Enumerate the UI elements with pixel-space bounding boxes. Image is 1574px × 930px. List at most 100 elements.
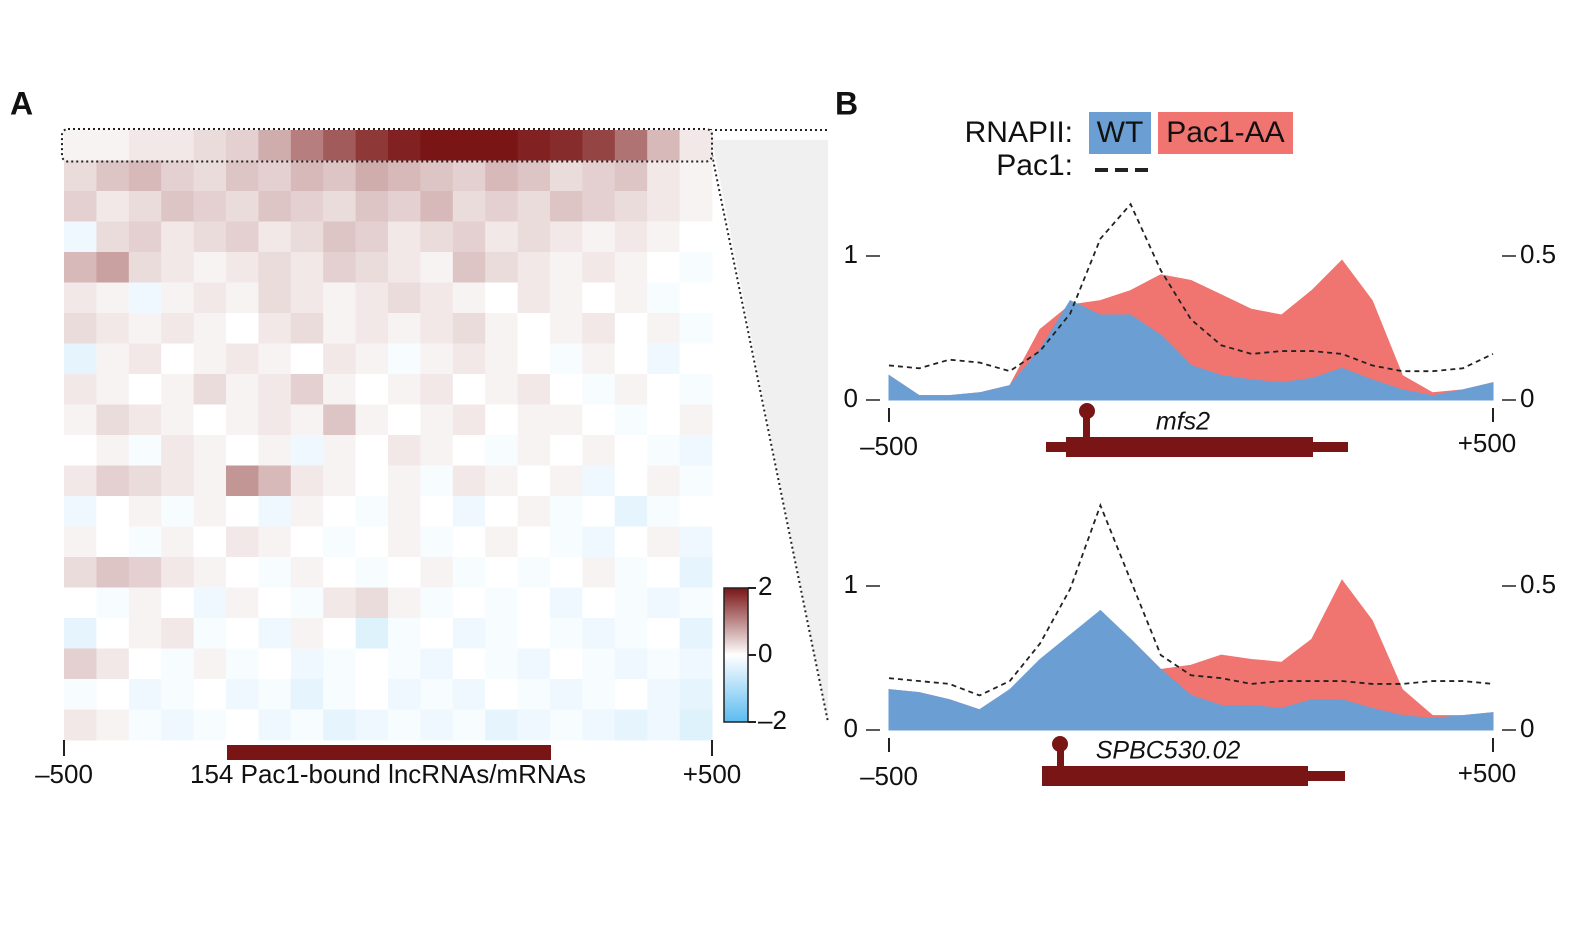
heatmap-cell bbox=[355, 221, 389, 253]
heatmap-cell bbox=[128, 496, 162, 527]
legend-label: WT bbox=[1097, 116, 1144, 149]
heatmap-cell bbox=[517, 130, 551, 161]
heatmap-cell bbox=[193, 374, 227, 405]
heatmap-cell bbox=[290, 526, 324, 558]
heatmap-cell bbox=[161, 130, 195, 161]
heatmap-cell bbox=[517, 557, 551, 588]
heatmap-cell bbox=[355, 465, 389, 497]
heatmap-cell bbox=[258, 374, 292, 405]
heatmap-cell bbox=[420, 526, 454, 558]
legend-label: Pac1-AA bbox=[1166, 116, 1284, 149]
heatmap-cell bbox=[582, 282, 616, 314]
heatmap-cell bbox=[193, 404, 227, 436]
heatmap-cell bbox=[258, 465, 292, 497]
heatmap-cell bbox=[550, 496, 583, 527]
heatmap-cell bbox=[323, 709, 357, 741]
colorbar bbox=[723, 587, 749, 723]
heatmap-cell bbox=[258, 679, 292, 710]
heatmap-cell bbox=[323, 587, 357, 619]
heatmap-cell bbox=[679, 465, 713, 497]
heatmap-cell bbox=[64, 496, 97, 527]
heatmap-cell bbox=[485, 404, 519, 436]
heatmap-cell bbox=[388, 557, 421, 588]
y2-tick-label: 0 bbox=[1520, 383, 1534, 413]
heatmap-cell bbox=[614, 282, 648, 314]
heatmap-cell bbox=[517, 587, 551, 619]
line bbox=[888, 502, 1494, 697]
heatmap-cell bbox=[420, 282, 454, 314]
heatmap-cell bbox=[550, 526, 583, 558]
heatmap-cell bbox=[452, 435, 486, 466]
heatmap-cell bbox=[96, 526, 130, 558]
heatmap-cell bbox=[452, 404, 486, 436]
heatmap-cell bbox=[128, 648, 162, 680]
heatmap-cell bbox=[550, 587, 583, 619]
heatmap-cell bbox=[614, 374, 648, 405]
heatmap-cell bbox=[193, 526, 227, 558]
heatmap-cell bbox=[679, 679, 713, 710]
heatmap-cell bbox=[452, 313, 486, 344]
heatmap-cell bbox=[582, 404, 616, 436]
heatmap-cell bbox=[420, 313, 454, 344]
heatmap-cell bbox=[452, 557, 486, 588]
heatmap-cell bbox=[193, 221, 227, 253]
heatmap-cell bbox=[226, 130, 259, 161]
heatmap-cell bbox=[161, 282, 195, 314]
heatmap-cell bbox=[582, 496, 616, 527]
heatmap-cell bbox=[550, 221, 583, 253]
heatmap-cell bbox=[420, 587, 454, 619]
x-tick-label: +500 bbox=[1458, 758, 1517, 788]
heatmap-cell bbox=[290, 587, 324, 619]
heatmap-cell bbox=[355, 557, 389, 588]
heatmap-cell bbox=[355, 679, 389, 710]
heatmap-cell bbox=[64, 465, 97, 497]
colorbar-tick-label: 2 bbox=[758, 571, 772, 601]
legend-swatch bbox=[1158, 112, 1293, 154]
heatmap-cell bbox=[290, 557, 324, 588]
heatmap-cell bbox=[388, 404, 421, 436]
heatmap-cell bbox=[64, 343, 97, 375]
heatmap-cell bbox=[290, 679, 324, 710]
legend-title: Pac1: bbox=[996, 149, 1073, 182]
heatmap-cell bbox=[517, 679, 551, 710]
heatmap-cell bbox=[161, 313, 195, 344]
highlight-box bbox=[61, 128, 713, 163]
heatmap-cell bbox=[452, 160, 486, 192]
heatmap-cell bbox=[550, 160, 583, 192]
heatmap-cell bbox=[550, 557, 583, 588]
heatmap-cell bbox=[258, 252, 292, 283]
heatmap-cell bbox=[96, 252, 130, 283]
heatmap-cell bbox=[517, 343, 551, 375]
heatmap-cell bbox=[582, 160, 616, 192]
heatmap-cell bbox=[161, 618, 195, 649]
binding-region-bar bbox=[227, 745, 551, 760]
heatmap-cell bbox=[290, 618, 324, 649]
heatmap-cell bbox=[420, 343, 454, 375]
heatmap-cell bbox=[485, 648, 519, 680]
heatmap-cell bbox=[452, 343, 486, 375]
heatmap-cell bbox=[485, 160, 519, 192]
heatmap-cell bbox=[517, 374, 551, 405]
heatmap-cell bbox=[161, 374, 195, 405]
heatmap-cell bbox=[258, 160, 292, 192]
heatmap-cell bbox=[161, 496, 195, 527]
heatmap-cell bbox=[161, 191, 195, 222]
line bbox=[888, 202, 1494, 373]
heatmap-cell bbox=[161, 343, 195, 375]
heatmap-cell bbox=[517, 221, 551, 253]
heatmap-cell bbox=[226, 465, 259, 497]
heatmap-cell bbox=[420, 618, 454, 649]
heatmap-cell bbox=[128, 618, 162, 649]
heatmap-cell bbox=[550, 679, 583, 710]
heatmap-cell bbox=[128, 374, 162, 405]
heatmap-cell bbox=[323, 160, 357, 192]
heatmap-cell bbox=[290, 435, 324, 466]
heatmap-cell bbox=[388, 526, 421, 558]
heatmap-cell bbox=[647, 557, 681, 588]
heatmap-cell bbox=[550, 130, 583, 161]
heatmap-cell bbox=[517, 435, 551, 466]
heatmap-cell bbox=[614, 191, 648, 222]
heatmap-cell bbox=[323, 282, 357, 314]
heatmap-cell bbox=[550, 465, 583, 497]
heatmap-cell bbox=[679, 709, 713, 741]
